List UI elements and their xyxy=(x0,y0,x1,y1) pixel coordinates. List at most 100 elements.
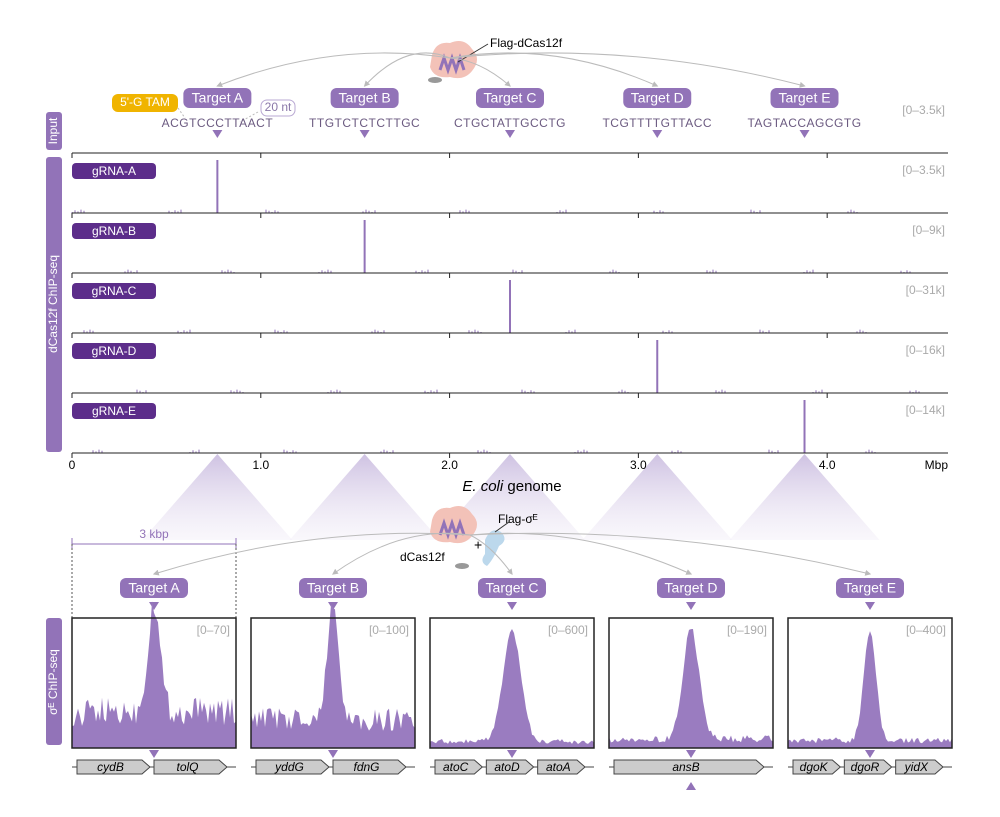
factor-label: Flag-σᴱ xyxy=(498,512,538,526)
panel-range: [0–100] xyxy=(369,623,409,637)
target-label: Target E xyxy=(778,90,830,106)
panel-target: Target D xyxy=(665,580,718,596)
gene-label: atoC xyxy=(443,760,469,774)
x-tick-label: 3.0 xyxy=(630,458,647,472)
gene-label: yddG xyxy=(274,760,304,774)
x-label-species: E. coli xyxy=(462,478,504,495)
target-marker xyxy=(686,750,696,758)
target-label-pill xyxy=(183,88,252,108)
panel-frame xyxy=(250,617,416,749)
scale-label: 3 kbp xyxy=(139,527,169,541)
x-tick-label: 2.0 xyxy=(441,458,458,472)
guide-arrow xyxy=(449,57,511,87)
gene-arrow xyxy=(537,759,586,775)
range-label: [0–9k] xyxy=(912,223,945,237)
gene-label: atoD xyxy=(494,760,520,774)
target-label: Target D xyxy=(631,90,684,106)
panel-frame xyxy=(429,617,595,749)
gene-label: yidX xyxy=(904,760,929,774)
x-label-rest: genome xyxy=(507,478,561,495)
guide-arrow xyxy=(469,532,872,576)
panel-target: Target B xyxy=(307,580,359,596)
nt-box xyxy=(260,99,296,117)
series-name: gRNA-D xyxy=(92,344,137,358)
gene-label: fdnG xyxy=(353,760,379,774)
gene-arrow xyxy=(843,759,893,775)
signal-profile xyxy=(430,628,594,748)
y-axis-label: dCas12f ChIP-seq xyxy=(46,255,60,353)
x-axis-label: E. coli genome xyxy=(462,478,561,495)
panel-range: [0–400] xyxy=(906,623,946,637)
series-pill xyxy=(72,343,156,359)
panel-range: [0–70] xyxy=(197,623,230,637)
sequence: TTGTCTCTCTTGC xyxy=(309,116,420,130)
series-pill xyxy=(72,283,156,299)
target-marker xyxy=(507,602,517,610)
target-label: Target C xyxy=(484,90,537,106)
target-marker xyxy=(328,750,338,758)
ylabel-bar xyxy=(46,157,62,452)
sequence: CTGCTATTGCCTG xyxy=(454,116,566,130)
input-bar xyxy=(46,112,62,150)
gene-arrow xyxy=(434,759,484,775)
range-label: [0–14k] xyxy=(906,403,945,417)
target-marker xyxy=(686,602,696,610)
zoom-funnel xyxy=(582,454,733,540)
gene-label: ansB xyxy=(672,760,699,774)
guide-arrow xyxy=(152,532,471,576)
target-marker xyxy=(799,130,810,138)
sequence: TAGTACCAGCGTG xyxy=(747,116,861,130)
range-label: [0–31k] xyxy=(906,283,945,297)
series-pill xyxy=(72,223,156,239)
input-range: [0–3.5k] xyxy=(902,103,945,117)
series-pill xyxy=(72,403,156,419)
series-name: gRNA-B xyxy=(92,224,136,238)
gene-arrow xyxy=(895,759,944,775)
gene-arrow xyxy=(76,759,151,775)
target-marker xyxy=(359,130,370,138)
input-label: Input xyxy=(46,117,60,144)
panel-target-pill xyxy=(836,578,904,598)
series-pill xyxy=(72,163,156,179)
signal-profile xyxy=(788,631,952,748)
bottom-ylabel-bar xyxy=(46,618,62,745)
x-tick-label: 1.0 xyxy=(252,458,269,472)
zoom-funnel xyxy=(142,454,293,540)
target-label-pill xyxy=(770,88,839,108)
gene-arrow xyxy=(153,759,228,775)
panel-target: Target E xyxy=(844,580,896,596)
target-label-pill xyxy=(330,88,399,108)
panel-target: Target C xyxy=(486,580,539,596)
panel-frame xyxy=(608,617,774,749)
panel-target-pill xyxy=(657,578,725,598)
range-label: [0–16k] xyxy=(906,343,945,357)
zoom-funnel xyxy=(289,454,440,540)
panel-target-pill xyxy=(299,578,367,598)
complex-label: Flag-dCas12f xyxy=(490,36,563,50)
gene-label: tolQ xyxy=(176,760,198,774)
panel-frame xyxy=(71,617,237,749)
guide-arrow xyxy=(216,52,451,88)
panel-target: Target A xyxy=(128,580,180,596)
annot-lines xyxy=(177,107,259,123)
gene-label: dgoK xyxy=(800,760,829,774)
target-marker xyxy=(212,130,223,138)
target-label: Target A xyxy=(192,90,244,106)
gene-arrow xyxy=(485,759,535,775)
target-marker xyxy=(865,602,875,610)
signal-profile xyxy=(72,601,236,748)
guide-arrow xyxy=(469,534,513,575)
tam-label: 5'-G TAM xyxy=(120,95,170,109)
gene-arrow xyxy=(792,759,842,775)
guide-arrow xyxy=(332,532,471,575)
guide-arrow xyxy=(363,52,451,87)
series-name: gRNA-E xyxy=(92,404,136,418)
panel-target-pill xyxy=(478,578,546,598)
gene-arrow xyxy=(332,759,407,775)
target-marker xyxy=(865,750,875,758)
scale-guides xyxy=(71,544,237,618)
x-unit: Mbp xyxy=(925,458,949,472)
guide-arrow xyxy=(449,52,806,88)
target-marker xyxy=(686,782,696,790)
